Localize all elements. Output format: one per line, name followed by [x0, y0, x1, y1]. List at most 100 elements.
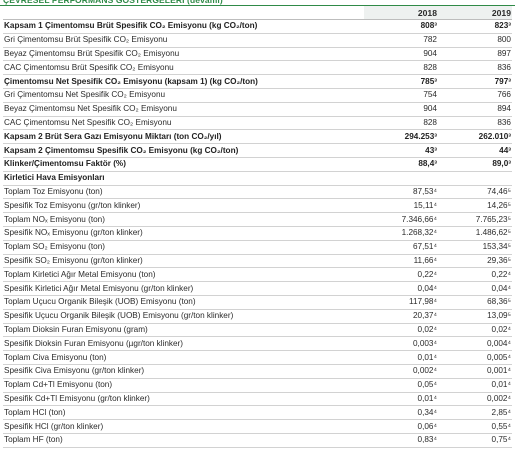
- value-2019: 0,04⁴: [438, 281, 512, 296]
- row-label: Toplam SO₂ Emisyonu (ton): [3, 240, 364, 255]
- row-label: Toplam Uçucu Organik Bileşik (UOB) Emisy…: [3, 295, 364, 310]
- value-2018: 87,53⁴: [364, 185, 438, 200]
- table-row: Toplam Cd+Tl Emisyonu (ton) 0,05⁴ 0,01⁴: [3, 378, 512, 393]
- table-row: Gri Çimentomsu Brüt Spesifik CO₂ Emisyon…: [3, 33, 512, 48]
- value-2018: 7.346,66⁴: [364, 212, 438, 227]
- value-2019: 29,36⁵: [438, 254, 512, 269]
- table-row: Kapsam 2 Çimentomsu Spesifik CO₂ Emisyon…: [3, 143, 512, 158]
- table-row: Toplam NOₓ Emisyonu (ton) 7.346,66⁴ 7.765,…: [3, 212, 512, 227]
- value-2019: 0,55⁴: [438, 419, 512, 434]
- value-2019: 0,005⁴: [438, 350, 512, 365]
- value-2018: 0,02⁴: [364, 323, 438, 338]
- row-label: Toplam Civa Emisyonu (ton): [3, 350, 364, 365]
- row-label: Kapsam 2 Brüt Sera Gazı Emisyonu Miktarı…: [3, 129, 364, 145]
- value-2018: 828: [364, 60, 438, 76]
- value-2019: 68,36⁵: [438, 295, 512, 310]
- value-2018: 0,04⁴: [364, 281, 438, 296]
- table-row: Toplam HF (ton) 0,83⁴ 0,75⁴: [3, 433, 512, 448]
- value-2019: 823³: [438, 19, 512, 34]
- row-label: Kapsam 2 Çimentomsu Spesifik CO₂ Emisyon…: [3, 143, 364, 158]
- table-row: Klinker/Çimentomsu Faktör (%) 88,4³ 89,0³: [3, 157, 512, 172]
- value-2019: 797³: [438, 74, 512, 89]
- table-row: Spesifik Cd+Tl Emisyonu (gr/ton klinker)…: [3, 392, 512, 407]
- value-2019: 766: [438, 88, 512, 103]
- row-label: Spesifik SO₂ Emisyonu (gr/ton klinker): [3, 254, 364, 269]
- value-2019: 74,46⁵: [438, 185, 512, 200]
- section-title: ÇEVRESEL PERFORMANS GÖSTERGELERİ (devamı…: [3, 0, 223, 5]
- value-2018: 828: [364, 116, 438, 131]
- value-2019: 153,34⁵: [438, 240, 512, 255]
- table-body: Kapsam 1 Çimentomsu Brüt Spesifik CO₂ Em…: [3, 19, 512, 448]
- table-row: CAC Çimentomsu Net Spesifik CO₂ Emisyonu…: [3, 116, 512, 131]
- row-label: CAC Çimentomsu Brüt Spesifik CO₂ Emisyon…: [3, 60, 364, 76]
- table-row: Spesifik SO₂ Emisyonu (gr/ton klinker) 11…: [3, 254, 512, 269]
- table-row: Beyaz Çimentomsu Brüt Spesifik CO₂ Emisy…: [3, 47, 512, 62]
- row-label: Gri Çimentomsu Net Spesifik CO₂ Emisyonu: [3, 88, 364, 103]
- value-2019: 262.010³: [438, 129, 512, 145]
- value-2018: 754: [364, 88, 438, 103]
- row-label: Toplam Toz Emisyonu (ton): [3, 185, 364, 200]
- value-2019: [438, 171, 512, 186]
- value-2019: 800: [438, 33, 512, 48]
- row-label: Kapsam 1 Çimentomsu Brüt Spesifik CO₂ Em…: [3, 19, 364, 34]
- row-label: Spesifik Dioksin Furan Emisyonu (µgr/ton…: [3, 336, 364, 352]
- table-row: Kapsam 1 Çimentomsu Brüt Spesifik CO₂ Em…: [3, 19, 512, 34]
- row-label: Spesifik Toz Emisyonu (gr/ton klinker): [3, 198, 364, 214]
- table-row: CAC Çimentomsu Brüt Spesifik CO₂ Emisyon…: [3, 60, 512, 76]
- value-2019: 0,02⁴: [438, 323, 512, 338]
- value-2018: 0,01⁴: [364, 350, 438, 365]
- value-2018: 294.253³: [364, 129, 438, 145]
- value-2018: 0,22⁴: [364, 267, 438, 283]
- value-2019: 0,01⁴: [438, 378, 512, 393]
- value-2019: 897: [438, 47, 512, 62]
- row-label: Toplam NOₓ Emisyonu (ton): [3, 212, 364, 227]
- row-label: Çimentomsu Net Spesifik CO₂ Emisyonu (ka…: [3, 74, 364, 89]
- value-2019: 1.486,62⁵: [438, 226, 512, 241]
- table-row: Toplam Uçucu Organik Bileşik (UOB) Emisy…: [3, 295, 512, 310]
- value-2019: 894: [438, 102, 512, 117]
- value-2018: 0,06⁴: [364, 419, 438, 434]
- table-row: Toplam Civa Emisyonu (ton) 0,01⁴ 0,005⁴: [3, 350, 512, 365]
- row-label: Klinker/Çimentomsu Faktör (%): [3, 157, 364, 172]
- table-row: Spesifik HCl (gr/ton klinker) 0,06⁴ 0,55⁴: [3, 419, 512, 434]
- row-label: Kirletici Hava Emisyonları: [3, 171, 364, 186]
- row-label: CAC Çimentomsu Net Spesifik CO₂ Emisyonu: [3, 116, 364, 131]
- value-2019: 0,001⁴: [438, 364, 512, 379]
- table-row: Toplam Toz Emisyonu (ton) 87,53⁴ 74,46⁵: [3, 185, 512, 200]
- header-row: 2018 2019: [3, 6, 512, 20]
- table-row: Spesifik Uçucu Organik Bileşik (UOB) Emi…: [3, 309, 512, 324]
- row-label: Toplam HF (ton): [3, 433, 364, 448]
- value-2018: 785³: [364, 74, 438, 89]
- value-2019: 44³: [438, 143, 512, 158]
- value-2019: 836: [438, 60, 512, 76]
- row-label: Spesifik Uçucu Organik Bileşik (UOB) Emi…: [3, 309, 364, 324]
- table-row: Spesifik Toz Emisyonu (gr/ton klinker) 15…: [3, 198, 512, 214]
- value-2019: 836: [438, 116, 512, 131]
- row-label: Toplam Cd+Tl Emisyonu (ton): [3, 378, 364, 393]
- value-2018: 0,83⁴: [364, 433, 438, 448]
- value-2018: 0,01⁴: [364, 392, 438, 407]
- value-2019: 0,004⁴: [438, 336, 512, 352]
- table-row: Spesifik Civa Emisyonu (gr/ton klinker) 0…: [3, 364, 512, 379]
- table-row: Kapsam 2 Brüt Sera Gazı Emisyonu Miktarı…: [3, 129, 512, 145]
- value-2018: 904: [364, 47, 438, 62]
- value-2019: 0,75⁴: [438, 433, 512, 448]
- year-header-2018: 2018: [364, 6, 438, 20]
- value-2018: 11,66⁴: [364, 254, 438, 269]
- value-2019: 13,09⁵: [438, 309, 512, 324]
- label-column-header: [3, 6, 364, 20]
- row-label: Beyaz Çimentomsu Brüt Spesifik CO₂ Emisy…: [3, 47, 364, 62]
- table-row: Toplam Dioksin Furan Emisyonu (gram) 0,02…: [3, 323, 512, 338]
- row-label: Spesifik Civa Emisyonu (gr/ton klinker): [3, 364, 364, 379]
- value-2019: 0,22⁴: [438, 267, 512, 283]
- table-row: Beyaz Çimentomsu Net Spesifik CO₂ Emisyo…: [3, 102, 512, 117]
- value-2018: 88,4³: [364, 157, 438, 172]
- table-row: Spesifik NOₓ Emisyonu (gr/ton klinker) 1.…: [3, 226, 512, 241]
- value-2018: 15,11⁴: [364, 198, 438, 214]
- row-label: Toplam Dioksin Furan Emisyonu (gram): [3, 323, 364, 338]
- row-label: Spesifik NOₓ Emisyonu (gr/ton klinker): [3, 226, 364, 241]
- year-header-2019: 2019: [438, 6, 512, 20]
- table-row: Kirletici Hava Emisyonları: [3, 171, 512, 186]
- value-2019: 2,85⁴: [438, 405, 512, 421]
